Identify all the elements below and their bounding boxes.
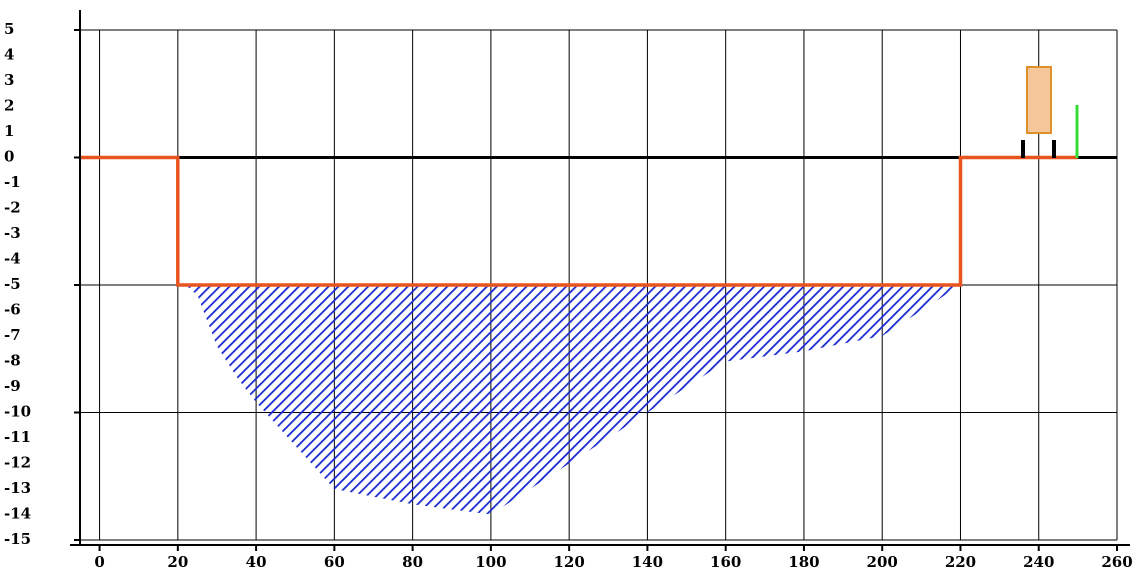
y-tick-label: -2	[4, 199, 21, 217]
profile-line	[80, 155, 1078, 287]
x-tick-label: 260	[1101, 553, 1132, 571]
y-tick-label: 5	[4, 20, 14, 38]
y-tick-label: -6	[4, 301, 21, 319]
y-tick-label: -4	[4, 250, 21, 268]
y-tick-label: -7	[4, 326, 21, 344]
x-tick-label: 200	[867, 553, 898, 571]
y-tick-label: 1	[4, 122, 14, 140]
tower	[1026, 66, 1052, 134]
x-tick-label: 180	[788, 553, 819, 571]
x-tick-label: 60	[324, 553, 345, 571]
x-tick-label: 140	[632, 553, 663, 571]
y-tick-label: 4	[4, 46, 14, 64]
y-tick-label: 3	[4, 71, 14, 89]
y-tick-label: 2	[4, 97, 14, 115]
y-tick-label: -15	[4, 530, 31, 548]
x-tick-label: 40	[246, 553, 267, 571]
x-tick-label: 120	[553, 553, 584, 571]
structure	[1021, 66, 1079, 158]
y-tick-label: -5	[4, 275, 21, 293]
y-tick-label: -3	[4, 224, 21, 242]
axes: 5 4 3 2 1 0 -1 -2 -3 -4 -5 -6 -7 -8 -9 -10 -11 -12 -13 -14 -…	[4, 10, 1133, 571]
y-tick-label: -13	[4, 479, 31, 497]
y-tick-label: -12	[4, 454, 31, 472]
x-tick-label: 100	[475, 553, 506, 571]
x-tick-label: 20	[167, 553, 188, 571]
y-tick-label: -10	[4, 403, 31, 421]
x-tick-label: 80	[402, 553, 423, 571]
data	[80, 155, 1078, 515]
y-tick-label: -8	[4, 352, 21, 370]
x-tick-label: 0	[94, 553, 104, 571]
y-tick-label: -14	[4, 505, 31, 523]
x-tick-label: 160	[710, 553, 741, 571]
x-tick-label: 240	[1023, 553, 1054, 571]
y-tick-label: -11	[4, 428, 31, 446]
x-tick-label: 220	[945, 553, 976, 571]
y-tick-label: -1	[4, 173, 21, 191]
y-tick-label: 0	[4, 148, 14, 166]
y-tick-label: -9	[4, 377, 21, 395]
bed-area	[185, 285, 961, 515]
